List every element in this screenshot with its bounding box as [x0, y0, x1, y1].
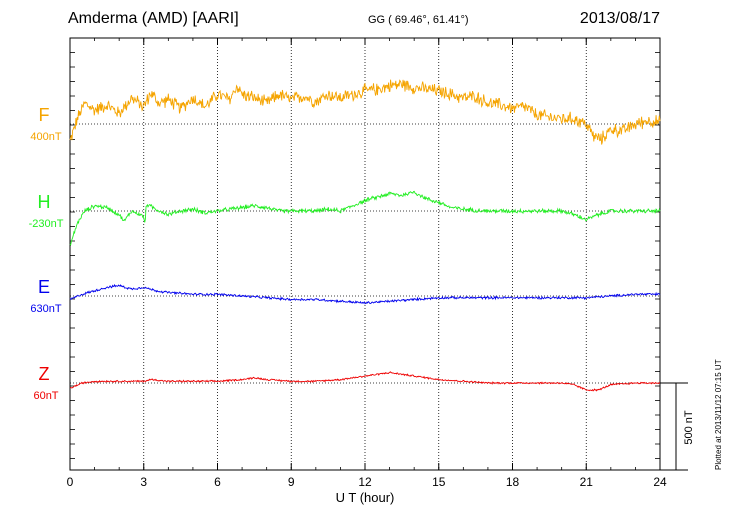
- plotted-timestamp: Plotted at 2013/11/12 07:15 UT: [714, 359, 723, 470]
- baseline-label-z: 60nT: [33, 390, 58, 402]
- series-line-z: [69, 371, 661, 392]
- series-label-h: H: [38, 192, 51, 212]
- x-tick-label: 0: [67, 475, 74, 489]
- x-tick-label: 12: [358, 475, 372, 489]
- geographic-coordinates: GG ( 69.46°, 61.41°): [368, 14, 469, 26]
- x-tick-label: 24: [653, 475, 667, 489]
- series-label-f: F: [39, 105, 50, 125]
- x-tick-label: 21: [580, 475, 594, 489]
- station-title: Amderma (AMD) [AARI]: [68, 10, 239, 27]
- baseline-label-h: -230nT: [29, 218, 64, 230]
- x-tick-label: 15: [432, 475, 446, 489]
- baseline-label-e: 630nT: [30, 303, 61, 315]
- x-tick-label: 6: [214, 475, 221, 489]
- x-tick-label: 9: [288, 475, 295, 489]
- scale-bar-label: 500 nT: [683, 410, 695, 445]
- x-axis-label: U T (hour): [336, 490, 395, 505]
- chart-date: 2013/08/17: [579, 10, 660, 27]
- series-line-e: [69, 283, 661, 305]
- x-tick-label: 18: [506, 475, 520, 489]
- series-label-e: E: [38, 277, 50, 297]
- series-line-f: [69, 79, 661, 145]
- series-line-h: [69, 190, 661, 246]
- x-tick-label: 3: [140, 475, 147, 489]
- series-label-z: Z: [39, 364, 50, 384]
- baseline-label-f: 400nT: [30, 131, 61, 143]
